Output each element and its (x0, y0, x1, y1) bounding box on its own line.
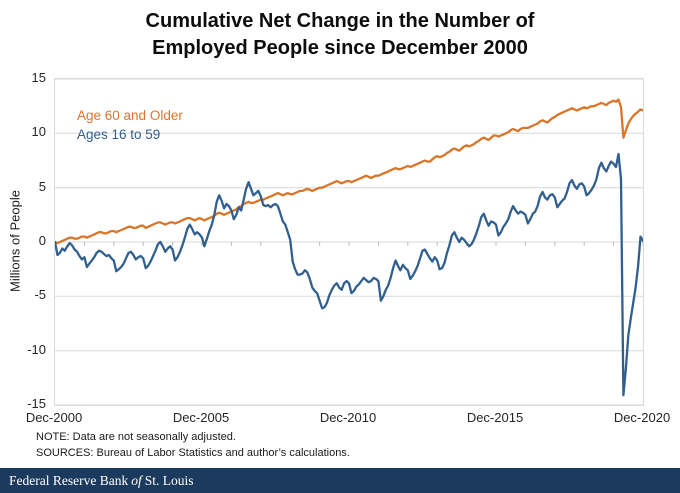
y-axis-tick-label: 5 (38, 178, 46, 194)
y-axis-tick-label: 0 (38, 233, 46, 248)
y-axis-tick-label: 15 (31, 70, 46, 85)
y-axis-tick-label: -5 (34, 287, 46, 303)
x-axis-tick-label: Dec-2005 (172, 410, 230, 425)
footer-org-of: of (131, 472, 142, 488)
chart-title-line-2: Employed People since December 2000 (152, 37, 528, 59)
legend-ages-16-to-59: Ages 16 to 59 (77, 127, 161, 142)
chart-title-line-1: Cumulative Net Change in the Number of (145, 10, 535, 32)
footer-org-prefix: Federal Reserve Bank (9, 472, 129, 488)
plot-svg (55, 79, 643, 405)
y-axis-tick-label: 10 (31, 124, 46, 140)
x-axis-tick-label: Dec-2000 (25, 410, 83, 425)
note-text: NOTE: Data are not seasonally adjusted. (36, 431, 236, 443)
chart-title: Cumulative Net Change in the Number of E… (0, 8, 680, 62)
footer-bar: Federal Reserve Bank of St. Louis (0, 468, 680, 493)
y-axis-tick-label: -10 (27, 341, 46, 357)
sources-text: SOURCES: Bureau of Labor Statistics and … (36, 447, 350, 459)
x-axis-tick-label: Dec-2010 (319, 410, 377, 425)
x-axis-tick-label: Dec-2020 (613, 410, 671, 425)
y-axis-tick-label: -15 (27, 396, 46, 411)
legend-age-60-and-older: Age 60 and Older (77, 108, 183, 123)
footer-org-suffix: St. Louis (144, 472, 194, 488)
plot-area (54, 78, 644, 406)
x-axis-tick-label: Dec-2015 (466, 410, 524, 425)
